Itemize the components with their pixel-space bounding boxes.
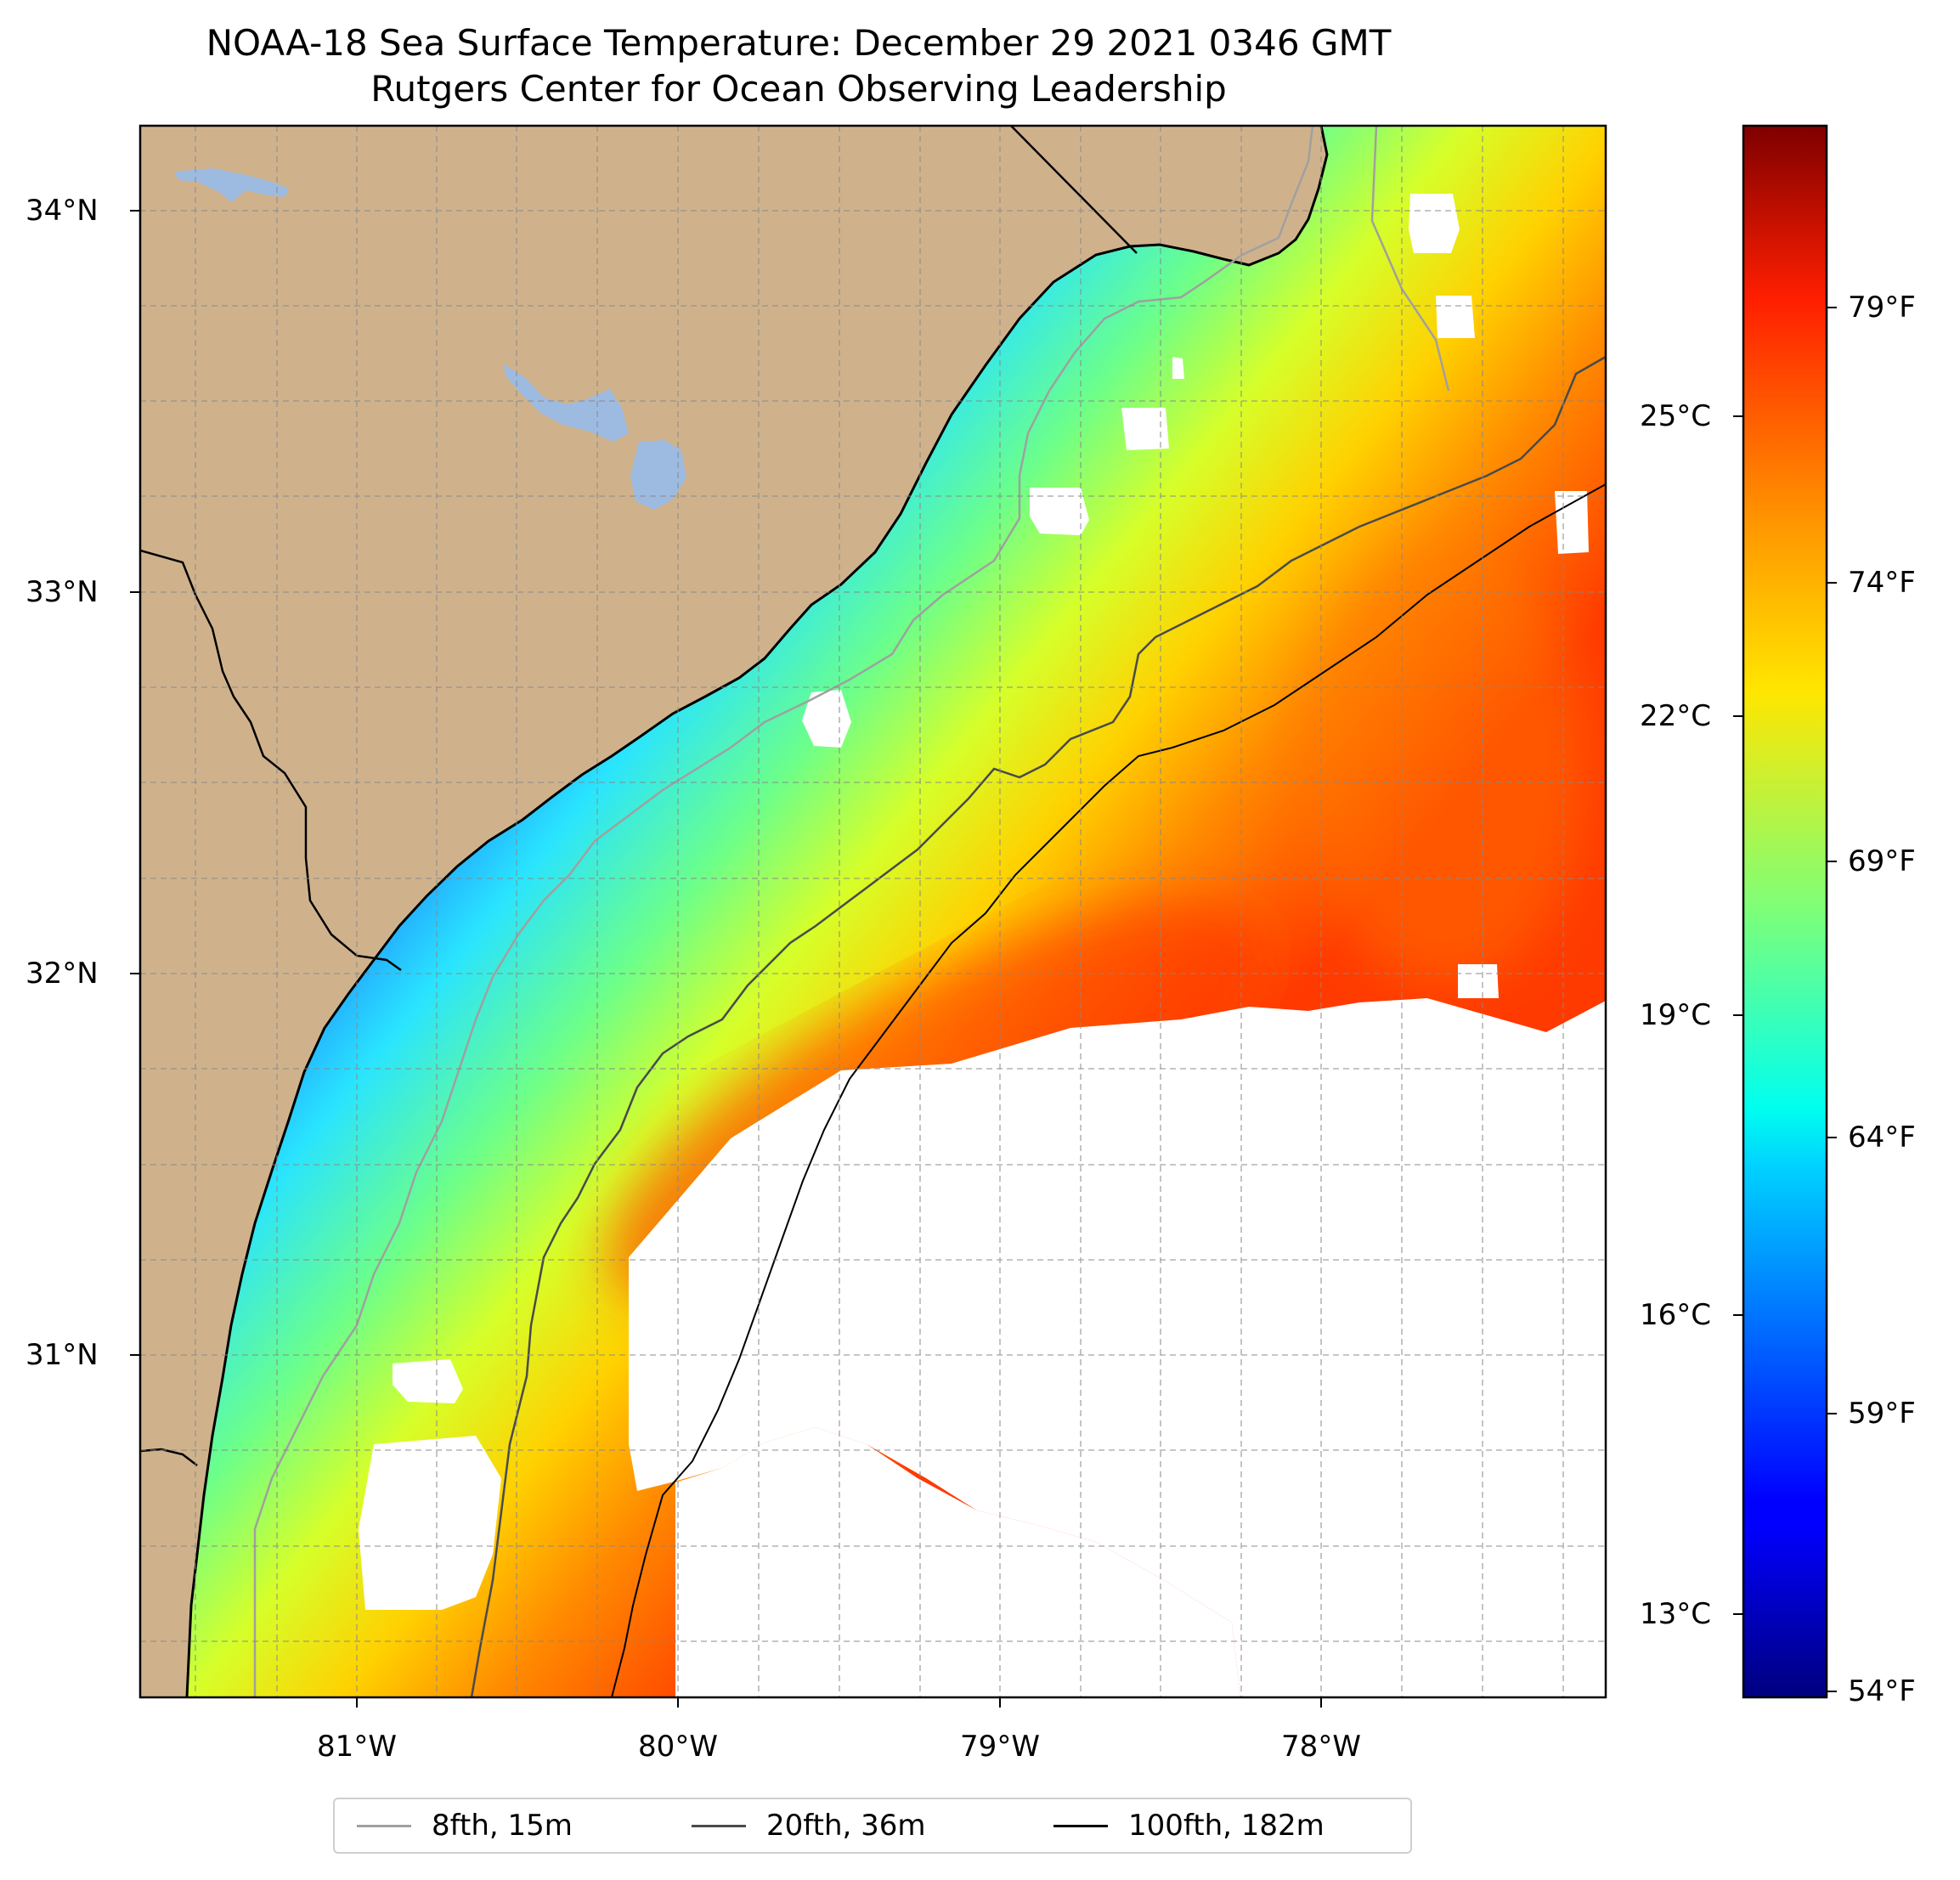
gridlines — [140, 126, 1606, 1697]
map-title: NOAA-18 Sea Surface Temperature: Decembe… — [206, 22, 1392, 64]
colorbar-label-64f: 64°F — [1848, 1121, 1916, 1155]
legend-line-100fth — [1053, 1824, 1108, 1827]
inland-lake-nc — [174, 168, 289, 202]
contour-100fth-182m — [611, 483, 1606, 1697]
coastline — [185, 126, 1329, 1697]
y-tick-label-32n: 32°N — [25, 957, 99, 991]
x-tick-label-81w: 81°W — [317, 1730, 397, 1764]
colorbar-label-22c: 22°C — [1640, 699, 1712, 733]
legend-item-100fth: 100fth, 182m — [1053, 1799, 1325, 1852]
map-frame — [138, 124, 1607, 1699]
legend: 8fth, 15m 20fth, 36m 100fth, 182m — [333, 1798, 1412, 1854]
cloud-mask — [359, 194, 1606, 1697]
y-tick-label-31n: 31°N — [25, 1338, 99, 1372]
state-border-sc-ga — [140, 549, 402, 972]
colorbar-ticks — [1733, 307, 1837, 1692]
legend-line-8fth — [357, 1824, 411, 1827]
colorbar-label-19c: 19°C — [1640, 998, 1712, 1032]
colorbar-label-13c: 13°C — [1640, 1597, 1712, 1631]
colorbar — [1742, 124, 1828, 1699]
lake-moultrie — [630, 440, 686, 510]
colorbar-label-69f: 69°F — [1848, 844, 1916, 878]
colorbar-label-79f: 79°F — [1848, 291, 1916, 325]
y-tick-label-33n: 33°N — [25, 575, 99, 609]
contour-8fth-15m — [253, 126, 1314, 1697]
legend-item-8fth: 8fth, 15m — [357, 1799, 573, 1852]
colorbar-label-25c: 25°C — [1640, 399, 1712, 433]
legend-item-20fth: 20fth, 36m — [692, 1799, 926, 1852]
x-tick-label-78w: 78°W — [1281, 1730, 1361, 1764]
x-tick-label-79w: 79°W — [960, 1730, 1040, 1764]
colorbar-label-54f: 54°F — [1848, 1674, 1916, 1708]
contour-20fth-36m — [470, 355, 1606, 1697]
warm-eddy-region — [1300, 544, 1589, 985]
state-border-nc-sc — [1010, 126, 1138, 254]
x-tick-label-80w: 80°W — [638, 1730, 718, 1764]
map-area — [140, 126, 1606, 1697]
colorbar-label-16c: 16°C — [1640, 1298, 1712, 1332]
axis-tick-marks — [130, 210, 1322, 1708]
legend-label-8fth: 8fth, 15m — [432, 1809, 573, 1843]
legend-line-20fth — [692, 1824, 746, 1827]
colorbar-label-74f: 74°F — [1848, 566, 1916, 600]
legend-label-100fth: 100fth, 182m — [1128, 1809, 1325, 1843]
legend-label-20fth: 20fth, 36m — [766, 1809, 926, 1843]
colorbar-label-59f: 59°F — [1848, 1397, 1916, 1431]
y-tick-label-34n: 34°N — [25, 194, 99, 228]
map-subtitle: Rutgers Center for Ocean Observing Leade… — [370, 68, 1227, 110]
